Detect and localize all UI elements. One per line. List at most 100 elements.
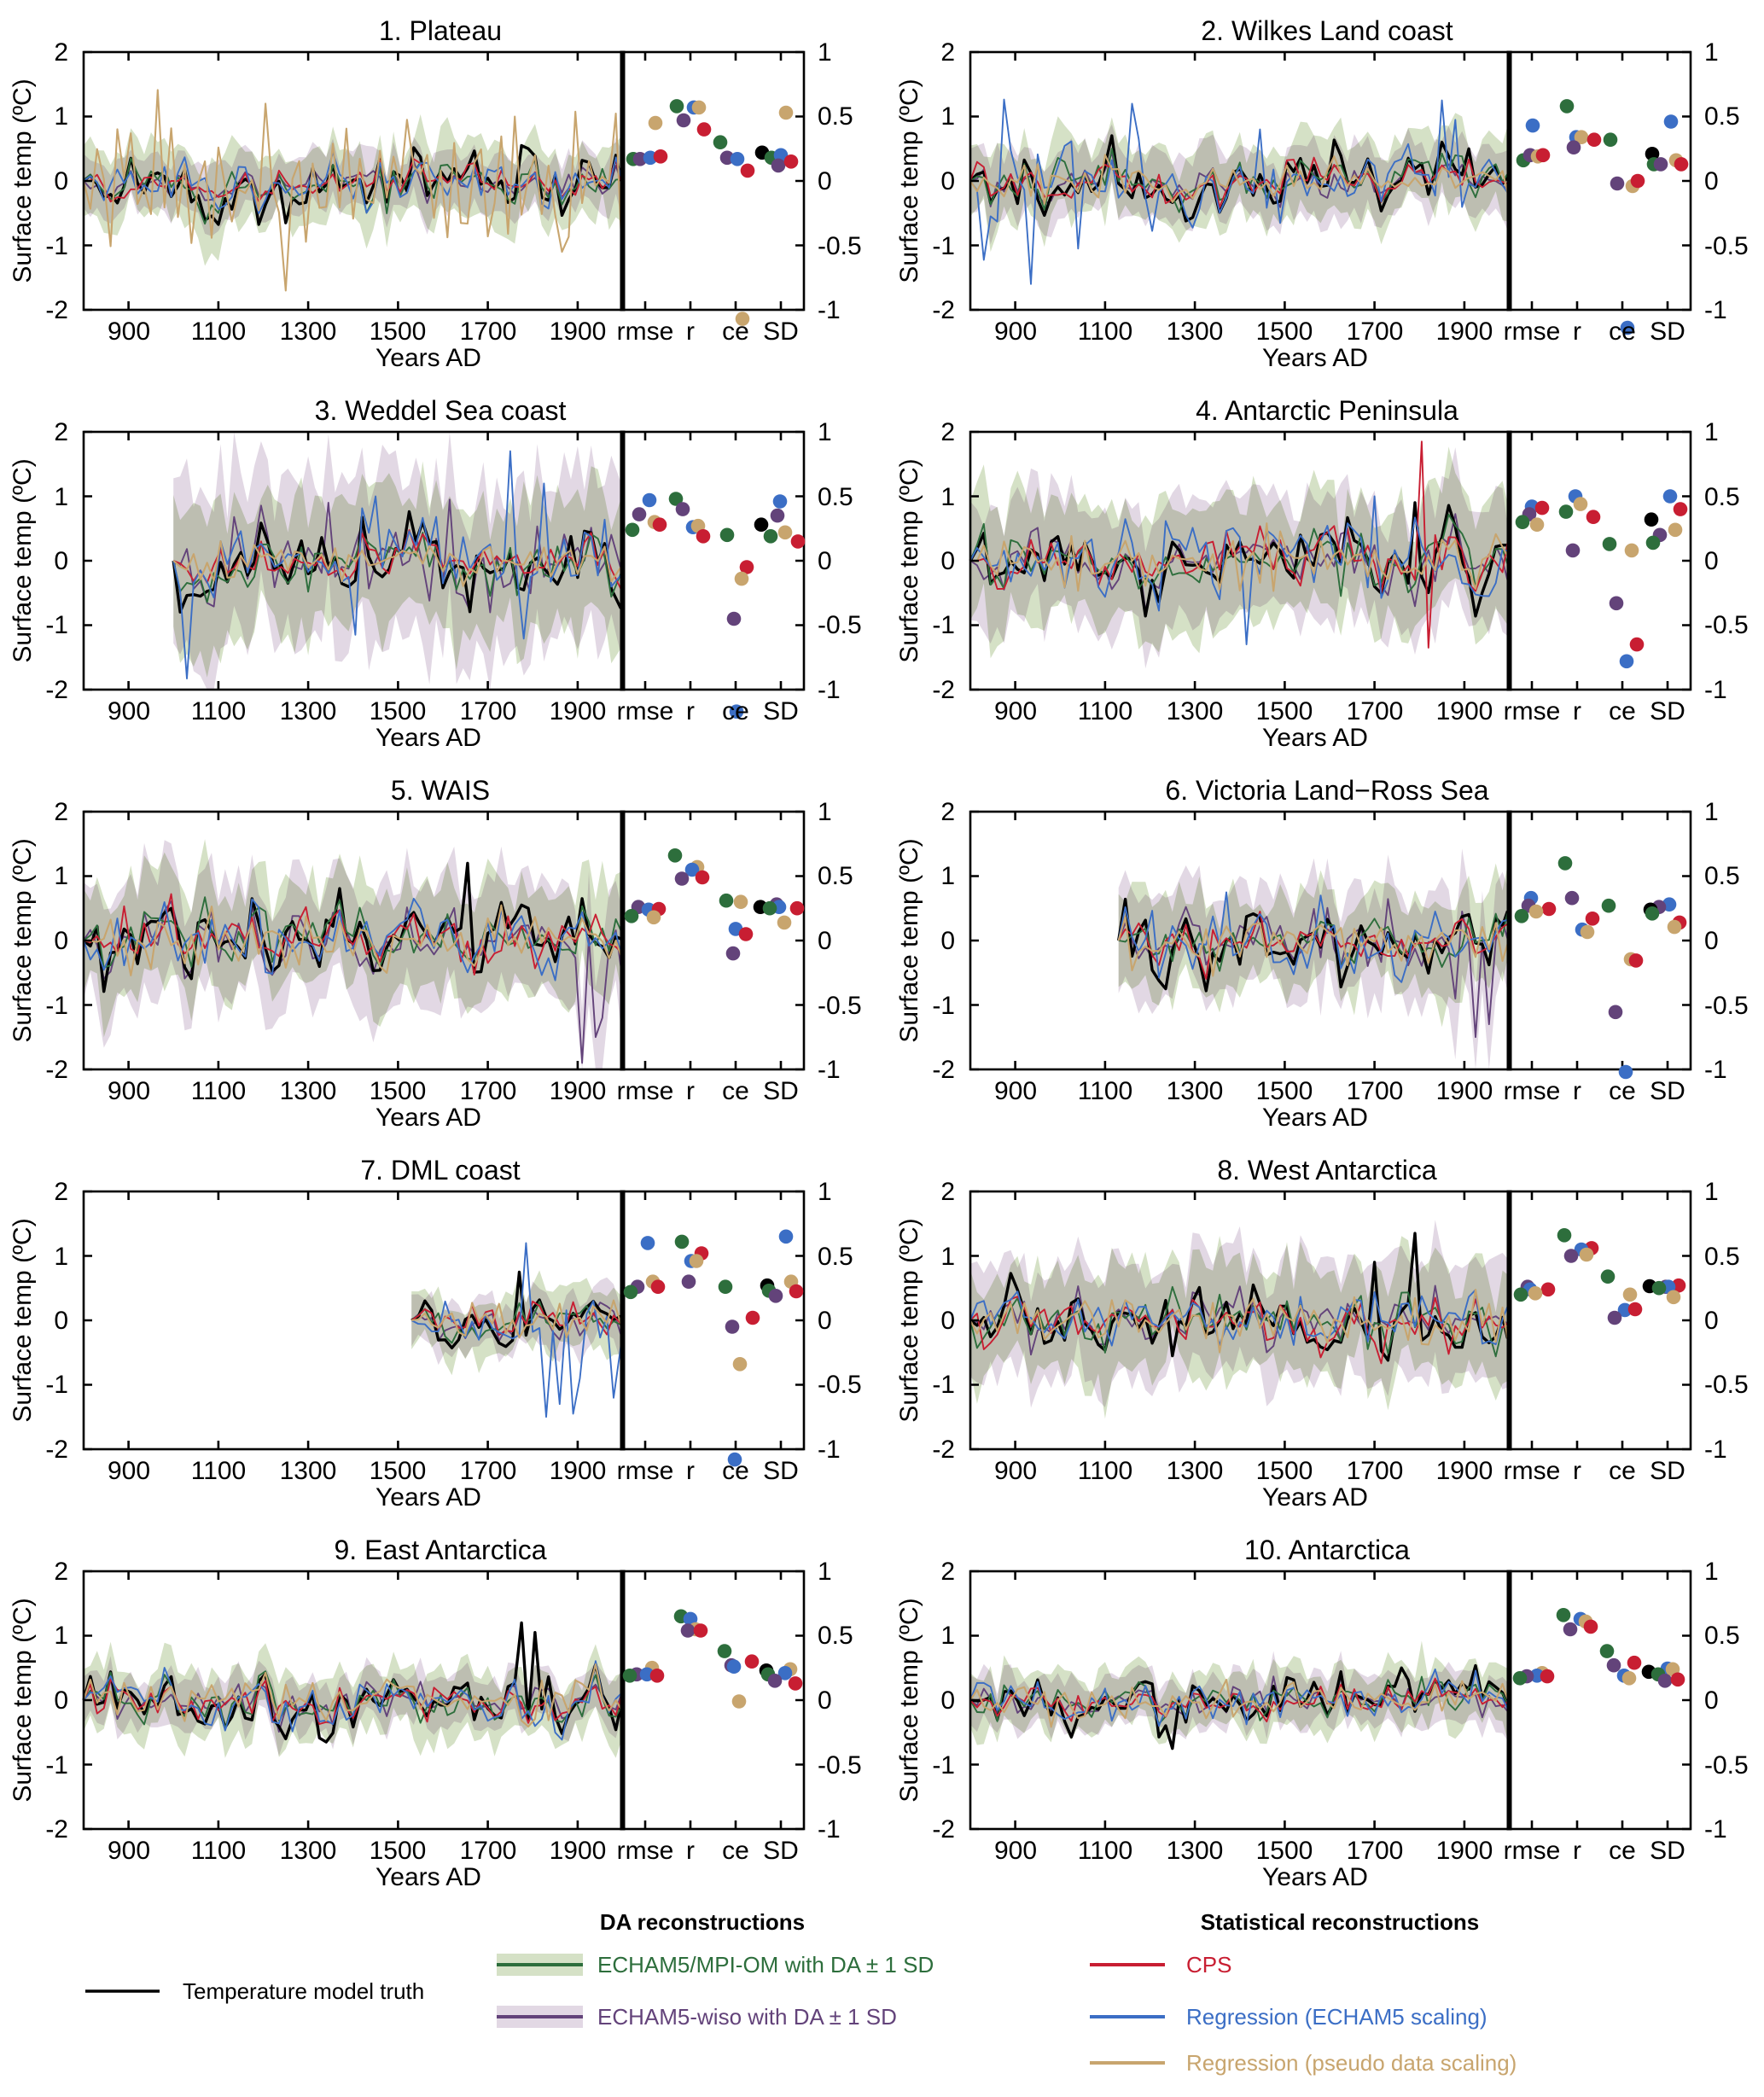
svg-text:Regression (pseudo data scalin: Regression (pseudo data scaling): [1186, 2050, 1517, 2076]
svg-text:-1: -1: [818, 676, 841, 704]
svg-text:1100: 1100: [191, 697, 247, 725]
svg-text:0: 0: [1704, 167, 1719, 195]
svg-text:-1: -1: [45, 1751, 68, 1780]
svg-text:0: 0: [818, 167, 832, 195]
svg-text:1300: 1300: [1167, 697, 1224, 725]
svg-text:0.5: 0.5: [1704, 1622, 1740, 1650]
svg-text:1: 1: [940, 1622, 955, 1650]
svg-text:1300: 1300: [280, 1457, 337, 1485]
svg-text:-0.5: -0.5: [1704, 1371, 1749, 1399]
svg-text:0: 0: [940, 547, 955, 575]
svg-text:1: 1: [54, 862, 68, 890]
svg-text:9. East Antarctica: 9. East Antarctica: [334, 1535, 546, 1565]
svg-text:1300: 1300: [1167, 1837, 1224, 1865]
svg-text:1500: 1500: [1256, 1457, 1313, 1485]
svg-text:-0.5: -0.5: [818, 232, 862, 260]
svg-text:0.5: 0.5: [818, 1622, 853, 1650]
svg-text:ce: ce: [1609, 1457, 1636, 1485]
svg-text:1300: 1300: [280, 697, 337, 725]
svg-text:900: 900: [994, 697, 1037, 725]
svg-text:1700: 1700: [460, 1077, 517, 1105]
svg-text:rmse: rmse: [617, 1457, 674, 1485]
svg-text:0: 0: [940, 927, 955, 955]
svg-text:Regression (ECHAM5 scaling): Regression (ECHAM5 scaling): [1186, 2004, 1487, 2030]
svg-text:1500: 1500: [370, 1837, 427, 1865]
svg-text:1300: 1300: [280, 1077, 337, 1105]
svg-text:Surface temp (ºC): Surface temp (ºC): [895, 458, 923, 662]
svg-text:1300: 1300: [1167, 1077, 1224, 1105]
svg-text:-0.5: -0.5: [1704, 992, 1749, 1020]
svg-text:Years AD: Years AD: [1262, 1483, 1368, 1512]
svg-text:-1: -1: [932, 1751, 955, 1780]
svg-text:rmse: rmse: [1504, 1837, 1561, 1865]
svg-text:SD: SD: [1650, 1837, 1685, 1865]
svg-text:1: 1: [54, 102, 68, 131]
svg-text:1100: 1100: [1078, 1457, 1133, 1485]
svg-text:r: r: [686, 1837, 695, 1865]
svg-text:ce: ce: [1609, 1837, 1636, 1865]
svg-text:r: r: [686, 697, 695, 725]
svg-text:Years AD: Years AD: [376, 1104, 481, 1132]
svg-text:Years AD: Years AD: [376, 724, 481, 752]
svg-text:0.5: 0.5: [1704, 862, 1740, 890]
svg-text:rmse: rmse: [1504, 1457, 1561, 1485]
svg-text:SD: SD: [1650, 317, 1685, 346]
svg-text:0: 0: [54, 1686, 68, 1715]
svg-text:-2: -2: [932, 1056, 955, 1084]
svg-text:1900: 1900: [1436, 1077, 1493, 1105]
svg-text:-1: -1: [1704, 1436, 1727, 1464]
svg-text:2. Wilkes Land coast: 2. Wilkes Land coast: [1201, 15, 1453, 46]
svg-text:1700: 1700: [460, 697, 517, 725]
svg-text:1100: 1100: [191, 317, 247, 346]
svg-text:1500: 1500: [370, 1077, 427, 1105]
svg-text:-1: -1: [1704, 1815, 1727, 1844]
svg-text:1700: 1700: [460, 317, 517, 346]
svg-text:2: 2: [940, 798, 955, 826]
svg-text:SD: SD: [1650, 1457, 1685, 1485]
svg-text:900: 900: [994, 1837, 1037, 1865]
svg-text:-2: -2: [45, 1436, 68, 1464]
svg-text:1100: 1100: [191, 1457, 247, 1485]
svg-text:2: 2: [54, 38, 68, 67]
svg-text:1900: 1900: [1436, 1837, 1493, 1865]
svg-text:Surface temp (ºC): Surface temp (ºC): [895, 1218, 923, 1422]
svg-text:ce: ce: [722, 1077, 749, 1105]
svg-text:ce: ce: [722, 1457, 749, 1485]
svg-text:-1: -1: [1704, 676, 1727, 704]
svg-text:-1: -1: [932, 1371, 955, 1399]
svg-text:rmse: rmse: [617, 697, 674, 725]
svg-text:2: 2: [54, 798, 68, 826]
svg-text:-1: -1: [45, 232, 68, 260]
svg-text:0: 0: [54, 167, 68, 195]
svg-text:-2: -2: [45, 296, 68, 324]
svg-text:ECHAM5/MPI-OM with DA ± 1 SD: ECHAM5/MPI-OM with DA ± 1 SD: [597, 1952, 934, 1978]
svg-text:Years AD: Years AD: [376, 344, 481, 372]
svg-text:Surface temp (ºC): Surface temp (ºC): [895, 838, 923, 1042]
svg-text:-2: -2: [45, 676, 68, 704]
svg-text:SD: SD: [763, 1837, 799, 1865]
svg-text:900: 900: [994, 317, 1037, 346]
svg-text:-1: -1: [818, 1436, 841, 1464]
svg-text:-1: -1: [932, 611, 955, 639]
svg-text:1300: 1300: [1167, 1457, 1224, 1485]
svg-text:1700: 1700: [1347, 697, 1404, 725]
svg-text:DA reconstructions: DA reconstructions: [600, 1909, 805, 1935]
svg-text:r: r: [686, 1457, 695, 1485]
svg-text:-1: -1: [45, 992, 68, 1020]
svg-text:1: 1: [1704, 38, 1719, 67]
svg-text:-0.5: -0.5: [818, 611, 862, 639]
svg-text:SD: SD: [763, 317, 799, 346]
svg-text:ECHAM5-wiso with DA ± 1 SD: ECHAM5-wiso with DA ± 1 SD: [597, 2004, 897, 2030]
svg-text:ce: ce: [1609, 697, 1636, 725]
svg-text:0: 0: [1704, 1686, 1719, 1715]
svg-text:1500: 1500: [370, 697, 427, 725]
svg-text:900: 900: [108, 1457, 150, 1485]
svg-text:-2: -2: [932, 1815, 955, 1844]
svg-text:-1: -1: [45, 611, 68, 639]
svg-text:1: 1: [54, 483, 68, 511]
svg-text:1100: 1100: [1078, 697, 1133, 725]
svg-text:2: 2: [940, 38, 955, 67]
svg-text:2: 2: [940, 1178, 955, 1206]
svg-text:CPS: CPS: [1186, 1952, 1231, 1978]
svg-text:0: 0: [1704, 1307, 1719, 1335]
